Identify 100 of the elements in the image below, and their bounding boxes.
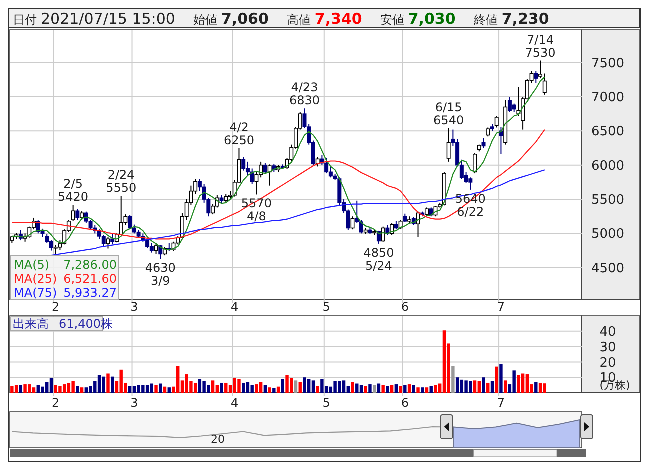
bar [24,384,27,393]
candlestick [359,220,364,234]
text: 安値 [380,13,404,27]
candlestick [119,196,124,236]
bar [19,385,23,393]
bar [425,388,429,393]
x-tick-label: 6 [401,396,409,410]
bar [163,386,167,393]
x-tick-label: 2 [52,396,60,410]
bar [360,385,364,393]
bar [32,388,36,393]
bar [512,370,516,393]
bar [394,384,398,393]
x-tick-label: 3 [130,396,138,410]
annotation: 2/5 5420 [58,176,89,204]
candlestick [150,242,154,254]
bar [421,388,424,393]
x-tick-label: 7 [497,300,506,314]
bar [294,380,298,393]
bar [259,382,263,393]
bar [62,384,66,393]
annotation: 6,521.60 [64,272,117,286]
bar [303,378,306,393]
bar [495,366,498,393]
y-tick-label: 20 [600,356,616,371]
bar [194,382,198,393]
bar [76,386,80,393]
bar [132,386,136,393]
annotation: 4/23 6830 [289,80,320,108]
bar [250,385,254,393]
text: 7,030 [408,10,456,28]
annotation: 7,286.00 [64,258,117,272]
bar [534,382,538,393]
bar [128,386,132,393]
bar [111,376,114,393]
bar [220,382,224,393]
text: 日付 [13,13,37,27]
bar [342,380,346,393]
bar [473,380,477,393]
bar [264,385,268,393]
annotation: 4/2 6250 [224,120,255,148]
bar [500,364,503,393]
bar [316,386,320,393]
bar [538,382,542,393]
x-tick-label: 5 [322,396,330,410]
bar [482,378,486,393]
bar [281,379,284,393]
bar [84,388,88,393]
bar [246,382,250,393]
y-tick-label: 30 [600,340,616,356]
bar [490,381,494,393]
bar [154,385,158,393]
bar [80,388,84,393]
bar [434,385,438,393]
bar [521,374,525,393]
y-tick-label: 40 [600,324,616,340]
x-tick-label: 4 [231,396,239,410]
bar [390,385,394,393]
text: 7,230 [502,10,550,28]
candlestick [76,208,80,221]
y-tick-label: 7500 [591,56,625,72]
annotation: 6/15 6540 [434,100,464,128]
bar [238,379,241,393]
candlestick [542,73,547,96]
series-label: MA(5) [14,258,50,272]
text: 高値 [286,13,311,27]
text: MA(25) [14,272,58,286]
candlestick [494,116,499,128]
bar [255,384,258,393]
bar [150,384,154,393]
bar [276,386,280,393]
bar [504,380,508,393]
bar [10,386,14,393]
bar [386,386,390,393]
bar [198,379,202,393]
y-tick-label: 5500 [591,193,625,208]
bar [268,388,272,393]
bar [14,385,18,393]
text: 終値 [472,13,498,27]
bar [224,382,228,393]
bar [408,384,412,393]
candlestick [534,70,538,84]
candlestick [350,216,355,230]
y-tick-label: 6000 [591,158,625,174]
bar [478,381,481,393]
candlestick [263,162,268,174]
y-tick-label: 6500 [591,124,625,140]
bar [456,378,460,393]
bar [159,384,162,393]
bar [106,374,110,393]
bar [364,386,368,393]
annotation: 4850 5/24 [364,246,394,273]
annotation: 7/14 7530 [525,32,556,60]
bar [351,382,354,393]
x-tick-label: 3 [130,300,138,314]
bar [102,376,106,393]
candlestick [242,156,246,172]
bar [377,384,381,393]
candlestick [154,242,158,255]
bar [442,330,446,393]
